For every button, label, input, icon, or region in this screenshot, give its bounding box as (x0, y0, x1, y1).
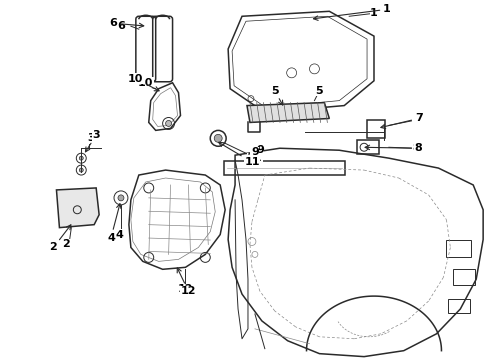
Circle shape (165, 121, 171, 126)
Text: 4: 4 (107, 204, 121, 243)
Text: 5: 5 (270, 86, 282, 105)
Circle shape (118, 195, 123, 201)
Text: 3: 3 (87, 133, 95, 143)
Text: 10: 10 (128, 74, 159, 91)
Text: 3: 3 (85, 130, 100, 152)
Text: 11: 11 (218, 142, 259, 167)
Text: 5: 5 (315, 86, 323, 96)
Text: 1: 1 (369, 8, 377, 18)
Text: 2: 2 (49, 225, 71, 252)
Text: 7: 7 (380, 113, 422, 129)
Circle shape (79, 156, 83, 160)
Bar (366, 121, 384, 138)
Text: 10: 10 (138, 78, 153, 88)
Polygon shape (246, 103, 328, 122)
Text: 9: 9 (250, 147, 259, 164)
Text: 8: 8 (412, 143, 420, 153)
Circle shape (214, 134, 222, 142)
Text: 7: 7 (412, 113, 420, 123)
Text: 11: 11 (246, 153, 262, 163)
Bar (356, 140, 378, 154)
Text: 12: 12 (177, 268, 196, 296)
Circle shape (79, 168, 83, 172)
Bar (446, 239, 470, 257)
Text: 8: 8 (365, 143, 422, 153)
Text: 2: 2 (62, 239, 70, 249)
Text: 12: 12 (177, 284, 193, 294)
Bar (447, 299, 469, 313)
Text: 6: 6 (117, 21, 124, 31)
Polygon shape (56, 188, 99, 228)
Bar (452, 269, 474, 285)
Text: 1: 1 (313, 4, 390, 21)
Text: 9: 9 (255, 145, 264, 155)
Text: 4: 4 (115, 230, 122, 239)
Text: 6: 6 (109, 18, 143, 28)
